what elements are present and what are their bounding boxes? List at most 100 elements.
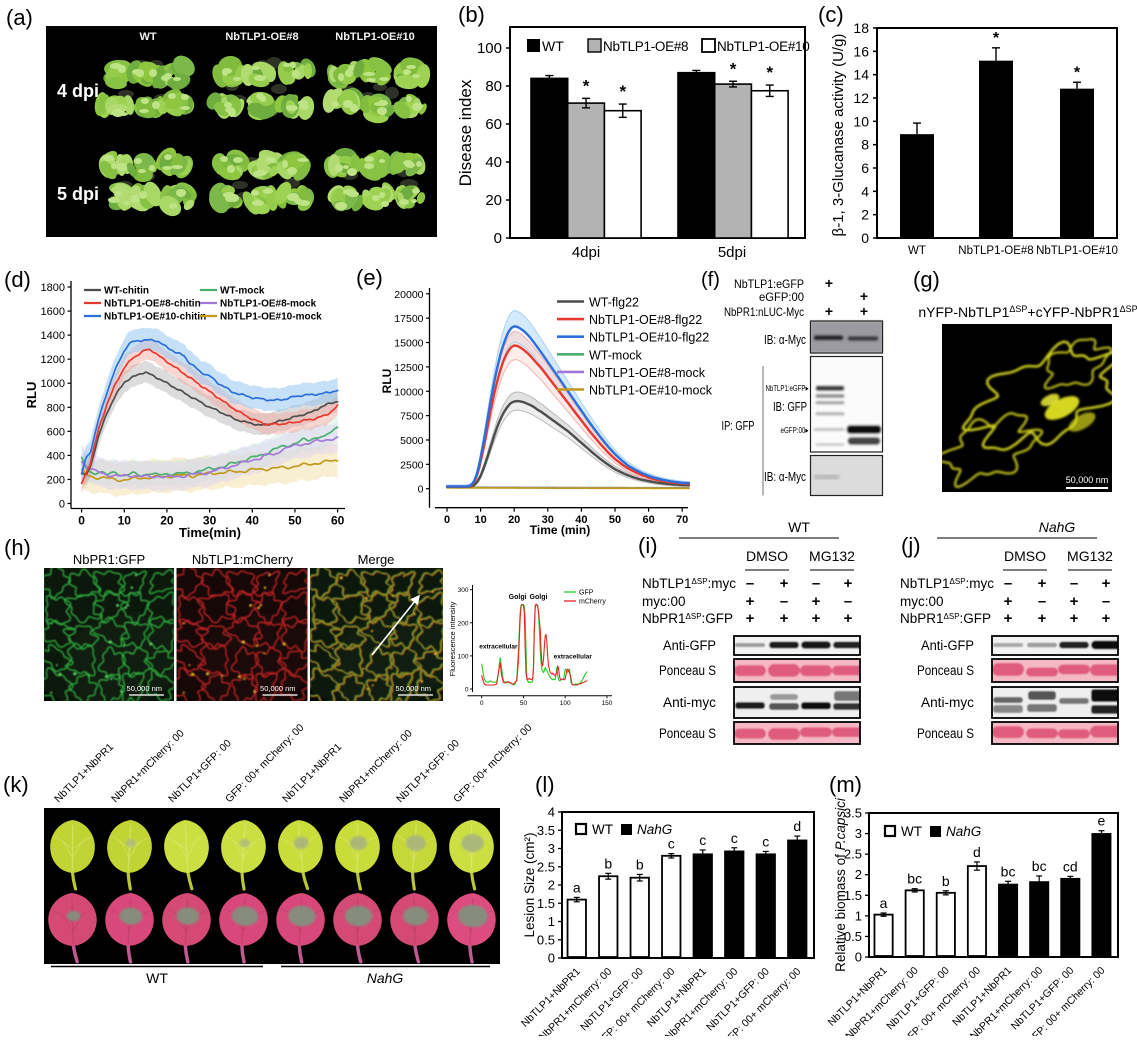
svg-text:mCherry: mCherry <box>579 599 606 606</box>
svg-text:+: + <box>1038 575 1047 592</box>
svg-text:6: 6 <box>861 160 869 176</box>
svg-text:1.5: 1.5 <box>537 896 555 911</box>
svg-text:15000: 15000 <box>394 338 423 350</box>
svg-text:100: 100 <box>560 700 571 707</box>
svg-text:NbTLP1-OE#8-flg22: NbTLP1-OE#8-flg22 <box>589 313 702 327</box>
svg-text:0: 0 <box>861 230 869 246</box>
svg-text:Golgi: Golgi <box>530 594 548 601</box>
svg-text:2500: 2500 <box>400 459 424 471</box>
svg-text:5000: 5000 <box>400 435 424 447</box>
svg-text:80: 80 <box>485 78 502 95</box>
svg-text:1400: 1400 <box>41 330 65 342</box>
svg-text:Anti-myc: Anti-myc <box>921 695 974 710</box>
svg-text:c: c <box>762 833 769 849</box>
svg-text:WT: WT <box>542 38 564 54</box>
svg-text:1.5: 1.5 <box>844 888 862 903</box>
svg-text:Anti-myc: Anti-myc <box>663 695 716 710</box>
svg-text:–: – <box>844 593 852 610</box>
svg-text:cd: cd <box>1063 858 1078 874</box>
svg-text:Merge: Merge <box>358 552 395 567</box>
svg-text:50,000 nm: 50,000 nm <box>1066 475 1109 485</box>
svg-text:NbTLP1-OE#8-mock: NbTLP1-OE#8-mock <box>220 299 317 310</box>
svg-text:0: 0 <box>480 700 484 707</box>
svg-text:(g): (g) <box>913 267 940 292</box>
svg-text:NbTLP1:mCherry: NbTLP1:mCherry <box>192 552 294 567</box>
svg-text:Time (min): Time (min) <box>530 523 590 537</box>
svg-text:–: – <box>780 593 788 610</box>
svg-text:(a): (a) <box>6 5 33 30</box>
svg-text:+: + <box>780 575 789 592</box>
svg-text:2.5: 2.5 <box>537 859 555 874</box>
svg-text:a: a <box>880 895 888 911</box>
svg-text:+: + <box>746 593 755 610</box>
svg-text:20: 20 <box>160 514 174 528</box>
svg-text:NbTLP1-OE#8-chitin: NbTLP1-OE#8-chitin <box>104 299 201 310</box>
svg-text:200: 200 <box>47 474 65 486</box>
svg-text:GFP: GFP <box>579 590 594 597</box>
svg-text:70: 70 <box>676 514 688 526</box>
svg-text:4 dpi: 4 dpi <box>57 81 99 101</box>
svg-text:*: * <box>993 30 1000 47</box>
svg-text:Time(min): Time(min) <box>179 525 241 540</box>
svg-text:50: 50 <box>520 700 528 707</box>
svg-text:Anti-GFP: Anti-GFP <box>663 638 716 653</box>
svg-text:*: * <box>619 82 626 101</box>
svg-text:c: c <box>699 832 706 848</box>
svg-text:0: 0 <box>494 230 502 247</box>
svg-text:WT: WT <box>592 822 613 837</box>
svg-text:(h): (h) <box>4 535 31 560</box>
svg-text:NbTLP1-OE#10-mock: NbTLP1-OE#10-mock <box>220 312 322 323</box>
svg-text:DMSO: DMSO <box>1004 548 1046 564</box>
svg-text:bc: bc <box>1032 858 1047 874</box>
svg-text:50: 50 <box>288 514 302 528</box>
svg-text:NahG: NahG <box>637 822 672 837</box>
svg-text:+: + <box>812 593 821 610</box>
svg-text:*: * <box>1074 64 1081 81</box>
svg-text:30: 30 <box>542 514 554 526</box>
svg-text:12500: 12500 <box>394 362 423 374</box>
svg-text:–: – <box>812 575 820 592</box>
svg-text:IP: GFP: IP: GFP <box>722 419 755 433</box>
svg-text:4dpi: 4dpi <box>572 244 600 261</box>
svg-text:WT-mock: WT-mock <box>589 348 643 362</box>
svg-text:eGFP:00: eGFP:00 <box>759 290 804 304</box>
svg-text:Lesion Size (cm²): Lesion Size (cm²) <box>522 832 537 937</box>
svg-text:60: 60 <box>642 514 654 526</box>
svg-text:3: 3 <box>548 841 555 856</box>
svg-text:100: 100 <box>458 653 469 660</box>
svg-text:IB: GFP: IB: GFP <box>773 400 807 414</box>
svg-text:50,000 nm: 50,000 nm <box>396 684 431 693</box>
svg-text:+: + <box>1070 593 1079 610</box>
svg-text:+: + <box>1004 593 1013 610</box>
svg-text:b: b <box>636 856 644 872</box>
svg-text:+: + <box>1102 575 1111 592</box>
svg-text:c: c <box>731 830 738 846</box>
svg-text:(m): (m) <box>829 772 862 797</box>
svg-text:β-1, 3-Glucanase activity (U/g: β-1, 3-Glucanase activity (U/g) <box>830 34 847 237</box>
svg-text:NahG: NahG <box>1039 519 1076 535</box>
svg-text:NbPR1ΔSP:GFP: NbPR1ΔSP:GFP <box>642 611 733 626</box>
svg-text:3.5: 3.5 <box>844 806 862 821</box>
svg-text:0: 0 <box>465 687 469 694</box>
svg-text:NbTLP1:eGFP▸: NbTLP1:eGFP▸ <box>766 383 810 393</box>
svg-text:–: – <box>1004 575 1012 592</box>
svg-text:10: 10 <box>118 514 132 528</box>
svg-text:300: 300 <box>458 587 469 594</box>
svg-text:+: + <box>1004 610 1013 627</box>
svg-text:(j): (j) <box>901 533 921 558</box>
svg-text:NahG: NahG <box>946 824 981 839</box>
svg-text:–: – <box>1070 575 1078 592</box>
svg-text:NahG: NahG <box>367 970 404 986</box>
svg-text:extracellular: extracellular <box>479 644 518 651</box>
svg-text:–: – <box>1038 593 1046 610</box>
svg-text:2: 2 <box>548 878 555 893</box>
svg-text:+: + <box>1102 610 1111 627</box>
svg-text:NbTLP1-OE#8: NbTLP1-OE#8 <box>603 39 688 54</box>
svg-text:5 dpi: 5 dpi <box>57 184 99 204</box>
svg-text:d: d <box>793 818 801 834</box>
svg-text:40: 40 <box>485 154 502 171</box>
svg-text:a: a <box>573 879 581 895</box>
svg-text:(l): (l) <box>535 772 555 797</box>
svg-text:0: 0 <box>78 514 85 528</box>
svg-text:NbTLP1-OE#10-chitin: NbTLP1-OE#10-chitin <box>104 312 206 323</box>
